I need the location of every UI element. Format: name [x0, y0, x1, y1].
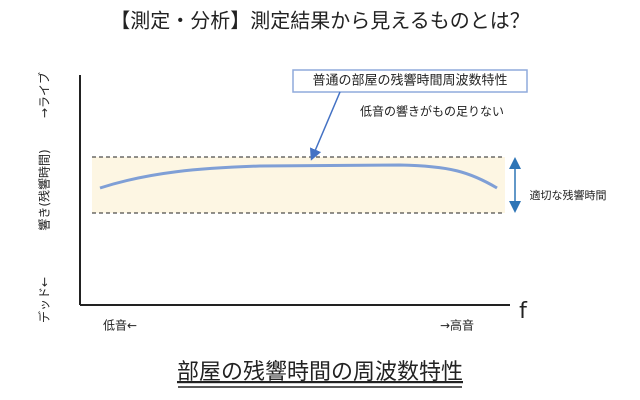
callout-note: 低音の響きがもの足りない [360, 104, 504, 119]
y-axis-labels: デッド← 響き(残響時間) →ライブ [37, 72, 52, 323]
title: 【測定・分析】測定結果から見えるものとは？ [110, 9, 529, 33]
x-right-label: →高音 [440, 318, 474, 333]
curve [99, 163, 498, 190]
callout-arrow [309, 91, 341, 161]
caption: 部屋の残響時間の周波数特性 [177, 360, 463, 385]
callout-box [292, 69, 528, 93]
y-middle-label: 響き(残響時間) [37, 149, 52, 230]
y-bottom-label: デッド← [37, 277, 52, 323]
x-left-label: 低音← [103, 318, 137, 333]
callout-label: 普通の部屋の残響時間周波数特性 [312, 73, 507, 89]
band-label: 適切な残響時間 [530, 188, 607, 202]
x-axis-label: f [519, 299, 528, 324]
y-top-label: →ライブ [37, 72, 52, 118]
